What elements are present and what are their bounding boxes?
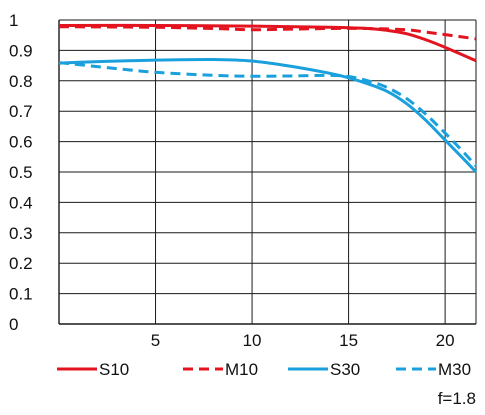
aperture-annotation: f=1.8 <box>438 389 476 408</box>
x-tick-label: 5 <box>151 331 160 350</box>
y-tick-label: 0.3 <box>9 224 33 243</box>
y-axis-ticks: 0 0.1 0.2 0.3 0.4 0.5 0.6 0.7 0.8 0.9 1 <box>9 11 33 334</box>
legend-label-m30: M30 <box>438 360 471 379</box>
legend-label-s30: S30 <box>330 360 360 379</box>
series-lines <box>58 23 478 174</box>
y-tick-label: 0.8 <box>9 72 33 91</box>
x-axis-ticks: 5 10 15 20 <box>151 331 455 350</box>
grid <box>58 19 477 325</box>
y-tick-label: 0.5 <box>9 163 33 182</box>
x-tick-label: 10 <box>243 331 262 350</box>
y-tick-label: 0.6 <box>9 133 33 152</box>
x-tick-label: 20 <box>436 331 455 350</box>
series-line-m30 <box>58 61 478 167</box>
y-tick-label: 1 <box>9 11 18 30</box>
y-tick-label: 0.7 <box>9 102 33 121</box>
y-tick-label: 0.4 <box>9 193 33 212</box>
y-tick-label: 0.9 <box>9 41 33 60</box>
y-tick-label: 0.2 <box>9 254 33 273</box>
legend-label-s10: S10 <box>99 360 129 379</box>
legend-label-m10: M10 <box>225 360 258 379</box>
x-tick-label: 15 <box>339 331 358 350</box>
legend: S10 M10 S30 M30 <box>57 360 471 379</box>
y-tick-label: 0 <box>9 315 18 334</box>
series-line-m10 <box>58 25 477 41</box>
y-tick-label: 0.1 <box>9 285 33 304</box>
